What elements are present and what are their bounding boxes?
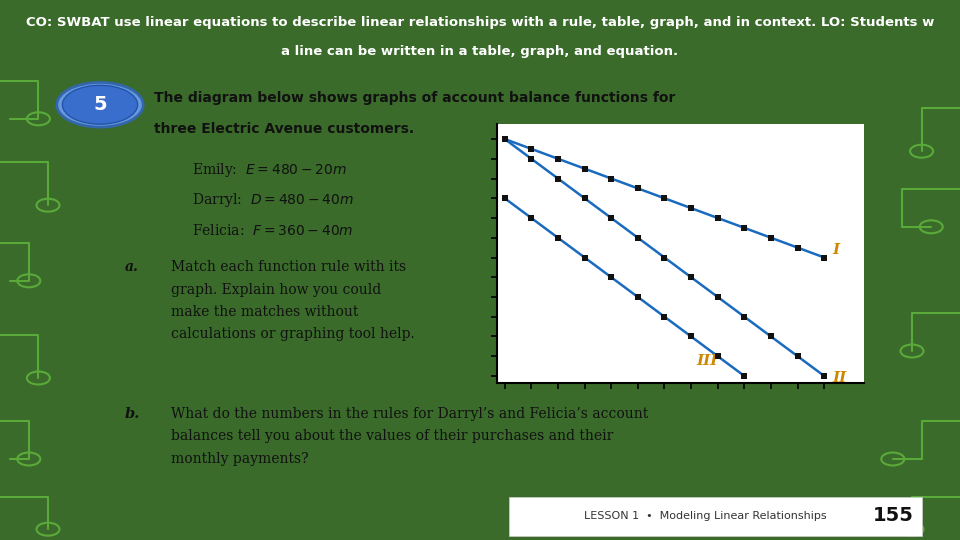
Text: Emily:  $E = 480 - 20m$: Emily: $E = 480 - 20m$ bbox=[192, 160, 347, 179]
Text: III: III bbox=[696, 354, 718, 368]
Text: Match each function rule with its
graph. Explain how you could
make the matches : Match each function rule with its graph.… bbox=[171, 260, 415, 341]
Text: LESSON 1  •  Modeling Linear Relationships: LESSON 1 • Modeling Linear Relationships bbox=[585, 511, 827, 521]
Text: CO: SWBAT use linear equations to describe linear relationships with a rule, tab: CO: SWBAT use linear equations to descri… bbox=[26, 16, 934, 29]
Text: The diagram below shows graphs of account balance functions for: The diagram below shows graphs of accoun… bbox=[155, 91, 676, 105]
Text: a.: a. bbox=[125, 260, 139, 274]
Circle shape bbox=[57, 83, 143, 127]
Text: Darryl:  $D = 480 - 40m$: Darryl: $D = 480 - 40m$ bbox=[192, 191, 353, 209]
Text: What do the numbers in the rules for Darryl’s and Felicia’s account
balances tel: What do the numbers in the rules for Dar… bbox=[171, 407, 648, 465]
Text: a line can be written in a table, graph, and equation.: a line can be written in a table, graph,… bbox=[281, 45, 679, 58]
Text: b.: b. bbox=[125, 407, 140, 421]
Text: II: II bbox=[832, 372, 847, 386]
Text: 5: 5 bbox=[93, 95, 107, 114]
Text: Felicia:  $F = 360 - 40m$: Felicia: $F = 360 - 40m$ bbox=[192, 222, 353, 238]
Text: I: I bbox=[832, 243, 839, 257]
Circle shape bbox=[62, 85, 137, 124]
Text: 155: 155 bbox=[873, 506, 913, 525]
FancyBboxPatch shape bbox=[509, 497, 922, 536]
Text: three Electric Avenue customers.: three Electric Avenue customers. bbox=[155, 122, 415, 136]
